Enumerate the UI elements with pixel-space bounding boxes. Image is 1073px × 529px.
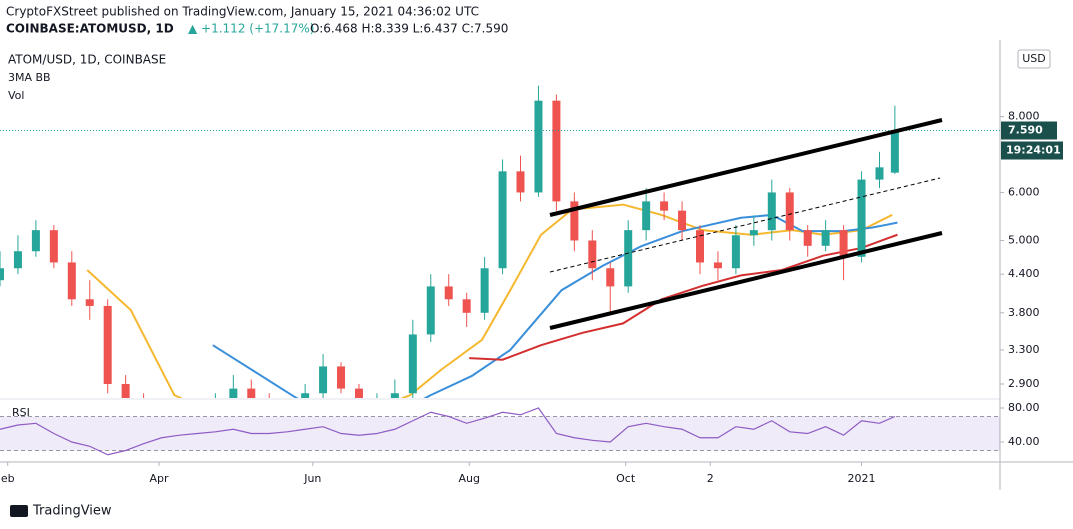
candle-body <box>265 403 273 413</box>
candle-body <box>696 230 704 263</box>
candle-body <box>337 366 346 389</box>
channel-lower <box>549 231 943 330</box>
candle-body <box>462 299 471 313</box>
last-price-label: 7.590 <box>1008 124 1043 137</box>
y-tick-label: 3.300 <box>1008 343 1040 356</box>
rsi-line <box>0 407 896 456</box>
moving-average <box>469 233 898 361</box>
candle-body <box>731 235 740 269</box>
x-tick-label: 2021 <box>848 472 876 485</box>
candle-body <box>319 366 328 394</box>
indicator: 3MA BB <box>8 71 51 84</box>
candle-body <box>247 388 256 398</box>
indicator: Vol <box>8 89 24 102</box>
channel-mid <box>549 177 941 273</box>
candle-body <box>283 413 291 414</box>
candle-body <box>480 268 489 313</box>
symbol: COINBASE:ATOMUSD, 1D <box>6 22 174 36</box>
main-pane <box>0 85 1000 414</box>
candle-body <box>875 167 884 180</box>
candle-body <box>67 262 76 300</box>
rsi-title: RSI <box>12 406 30 419</box>
candle-body <box>31 230 40 252</box>
x-tick-label: Jun <box>303 472 321 485</box>
candle-body <box>301 393 310 398</box>
countdown: 19:24:01 <box>1006 144 1061 157</box>
moving-average <box>86 203 893 398</box>
rsi-tick-label: 80.00 <box>1008 401 1040 414</box>
axes: 8.000 6.000 5.000 4.400 3.800 3.300 2.900 eb Apr… <box>1 110 1063 485</box>
y-tick-label: 2.900 <box>1008 377 1040 390</box>
candle-body <box>678 210 687 231</box>
candle-body <box>785 192 794 231</box>
y-tick-label: 8.000 <box>1008 110 1040 123</box>
rsi-pane <box>0 407 1000 456</box>
logo: TradingView <box>10 504 112 519</box>
x-tick-label: eb <box>1 472 15 485</box>
candle-body <box>570 201 579 241</box>
candle-body <box>516 171 525 193</box>
candle-body <box>642 201 651 231</box>
x-tick-label: 2 <box>707 472 714 485</box>
candle-body <box>390 393 399 398</box>
candle-body <box>408 334 417 394</box>
candle-body <box>85 299 94 306</box>
x-tick-label: Aug <box>458 472 479 485</box>
candle-body <box>606 268 615 287</box>
candle-body <box>890 130 899 173</box>
candle-body <box>534 100 543 193</box>
candle-body <box>857 179 866 257</box>
y-tick-label: 6.000 <box>1008 185 1040 198</box>
x-tick-label: Oct <box>616 472 636 485</box>
countdown-box <box>1001 141 1063 160</box>
candle-body <box>49 230 58 263</box>
channel-upper <box>549 118 943 217</box>
candle-body <box>426 286 435 335</box>
candle-body <box>0 268 4 281</box>
channel <box>549 118 943 330</box>
candle-body <box>354 388 363 398</box>
candle-body <box>803 230 812 246</box>
candle-body <box>552 100 561 202</box>
candle-body <box>767 192 776 231</box>
candle-body <box>229 388 238 398</box>
candle-body <box>121 384 130 398</box>
x-tick-label: Apr <box>149 472 169 485</box>
pane-title: ATOM/USD, 1D, COINBASE <box>8 53 166 67</box>
candle-body <box>660 201 669 211</box>
y-tick-label: 3.800 <box>1008 306 1040 319</box>
candle-body <box>103 305 112 385</box>
rsi-tick-label: 40.00 <box>1008 435 1040 448</box>
candle-body <box>13 251 22 269</box>
publish-line: CryptoFXStreet published on TradingView.… <box>6 5 479 19</box>
ohlc: O:6.468 H:8.339 L:6.437 C:7.590 <box>310 22 508 36</box>
candle-body <box>839 230 848 257</box>
rsi-band <box>0 416 1000 451</box>
candle-body <box>373 403 381 404</box>
candle-body <box>444 286 453 300</box>
y-tick-label: 4.400 <box>1008 267 1040 280</box>
footer: TradingView <box>32 504 112 519</box>
logo-icon <box>10 505 28 517</box>
currency: USD <box>1022 52 1046 65</box>
candle-body <box>498 171 507 269</box>
last-price-box <box>1001 121 1057 140</box>
candle-body <box>821 230 830 246</box>
moving-average <box>212 213 898 398</box>
y-tick-label: 5.000 <box>1008 233 1040 246</box>
change: ▲ +1.112 (+17.17%) <box>188 22 314 36</box>
candle-body <box>588 240 597 269</box>
candle-body <box>749 230 758 236</box>
currency-box <box>1017 49 1051 69</box>
candle-body <box>624 230 633 287</box>
candle-body <box>713 262 722 269</box>
